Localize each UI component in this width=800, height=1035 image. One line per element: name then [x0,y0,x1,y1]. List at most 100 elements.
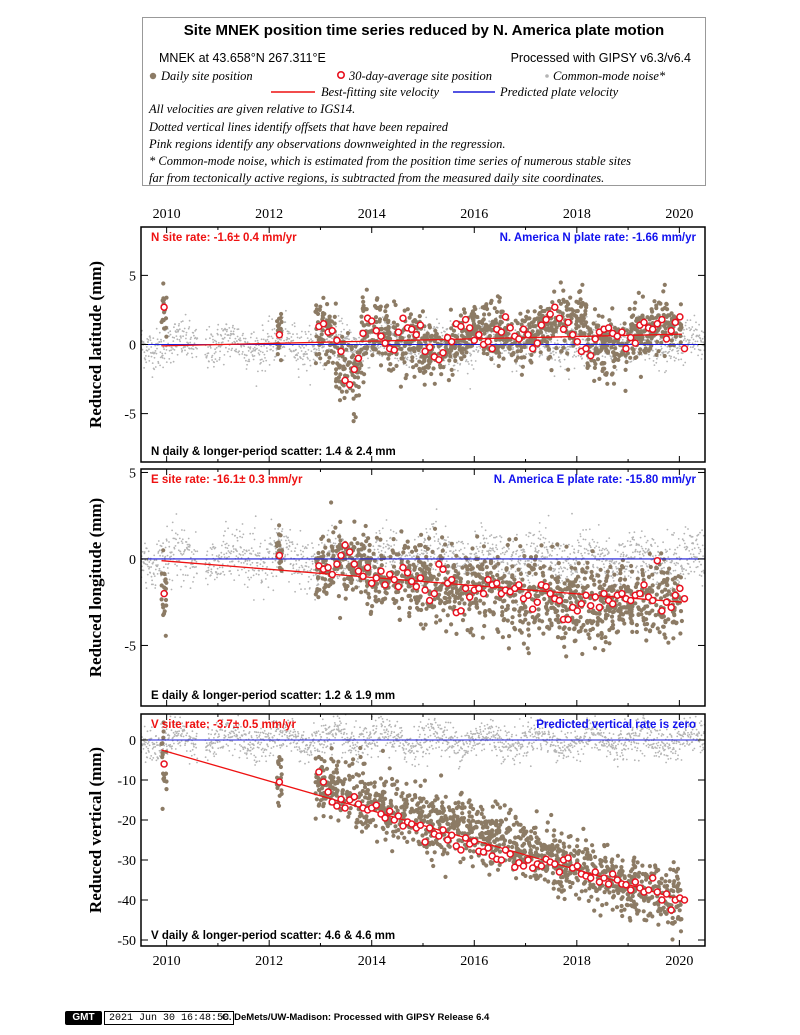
avg30-point [604,324,613,332]
cmn-point [253,569,256,572]
cmn-point [268,552,270,554]
daily-point [410,355,415,360]
cmn-point [624,336,626,338]
cmn-point [162,346,165,349]
daily-point [436,344,441,349]
cmn-point [221,566,224,569]
cmn-point [444,525,447,528]
cmn-point [474,530,476,533]
cmn-point [456,541,458,544]
cmn-point [259,542,262,545]
cmn-point [596,567,599,569]
cmn-point [485,537,488,540]
cmn-point [682,364,685,367]
daily-point [639,329,644,334]
cmn-point [656,581,659,584]
cmn-point [211,354,214,357]
cmn-point [145,361,148,364]
cmn-point [375,532,378,534]
cmn-point [254,515,257,518]
daily-point [623,367,628,372]
avg30-point [341,376,349,385]
cmn-point [218,356,221,359]
daily-point [650,309,655,314]
cmn-point [326,534,329,536]
daily-point [646,348,651,353]
cmn-point [264,370,267,372]
cmn-point [634,548,637,551]
daily-point [561,297,566,302]
cmn-point [245,359,247,362]
cmn-point [655,361,658,364]
cmn-point [247,569,250,572]
cmn-point [180,321,183,323]
cmn-point [186,543,189,546]
cmn-point [267,340,270,343]
cmn-point [510,559,513,562]
cmn-point [548,541,551,543]
cmn-point [302,550,304,553]
daily-point [331,350,336,355]
daily-point [449,326,454,331]
cmn-point [430,566,433,569]
cmn-point [652,360,655,362]
cmn-point [466,372,469,375]
avg30-point [662,335,671,343]
cmn-point [168,578,171,581]
cmn-point [308,339,311,342]
cmn-point [558,547,561,550]
cmn-point [184,346,187,348]
cmn-point [220,334,223,337]
cmn-point [181,320,184,322]
cmn-point [254,348,257,351]
cmn-point [179,568,182,571]
cmn-point [300,357,302,360]
cmn-point [239,339,242,342]
cmn-point [213,361,216,364]
cmn-point [308,324,311,327]
cmn-point [598,559,601,562]
daily-point [392,299,397,304]
cmn-point [364,536,367,538]
cmn-point [236,536,239,539]
daily-point [634,355,639,360]
cmn-point [622,553,625,556]
cmn-point [684,337,686,340]
cmn-point [261,351,264,354]
cmn-point [155,327,158,330]
cmn-point [624,545,627,548]
cmn-point [173,326,175,329]
cmn-point [404,336,406,339]
daily-point [451,328,457,333]
cmn-point [691,326,694,328]
cmn-point [208,325,211,328]
cmn-point [182,573,185,576]
cmn-point [494,536,496,539]
cmn-point [670,561,673,564]
cmn-point [180,337,182,339]
avg30-point [337,347,345,356]
cmn-point [589,544,591,547]
daily-point [565,351,570,356]
daily-point [460,329,465,334]
cmn-point [583,364,586,367]
cmn-point [354,349,356,352]
cmn-point [564,593,566,595]
cmn-point [149,337,152,339]
cmn-point [195,566,198,568]
avg30-point [501,313,510,321]
cmn-point [185,353,188,356]
cmn-point [309,587,311,589]
cmn-point [689,346,692,348]
cmn-point [251,350,254,352]
cmn-point [170,588,173,591]
cmn-point [252,574,255,577]
daily-point [661,289,666,294]
cmn-point [411,572,414,575]
cmn-point [671,336,674,339]
cmn-point [615,567,618,570]
cmn-point [158,567,161,570]
cmn-point [283,346,286,348]
cmn-point [450,545,453,548]
cmn-point [586,330,588,332]
